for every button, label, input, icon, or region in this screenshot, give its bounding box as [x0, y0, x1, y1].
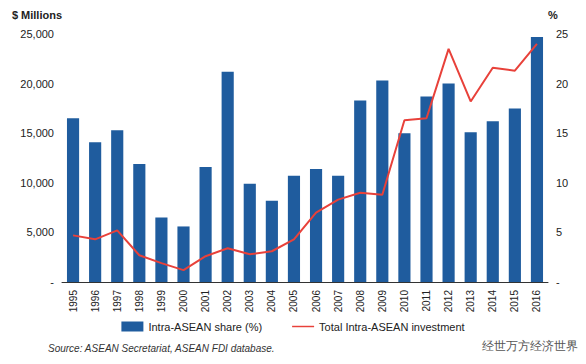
svg-text:2004: 2004	[266, 290, 277, 313]
svg-text:5,000: 5,000	[26, 226, 54, 238]
svg-text:25: 25	[556, 28, 568, 40]
svg-text:1998: 1998	[134, 290, 145, 313]
svg-text:10: 10	[556, 177, 568, 189]
svg-text:25,000: 25,000	[20, 28, 54, 40]
svg-text:2013: 2013	[465, 290, 476, 313]
svg-text:1996: 1996	[90, 290, 101, 313]
svg-text:2003: 2003	[244, 290, 255, 313]
svg-text:20,000: 20,000	[20, 78, 54, 90]
svg-text:2006: 2006	[311, 290, 322, 313]
svg-text:%: %	[548, 9, 558, 21]
svg-text:1997: 1997	[112, 290, 123, 313]
svg-text:2008: 2008	[355, 290, 366, 313]
svg-text:2001: 2001	[200, 290, 211, 313]
svg-text:10,000: 10,000	[20, 177, 54, 189]
svg-text:2007: 2007	[333, 290, 344, 313]
svg-text:经世万方经济世界: 经世万方经济世界	[482, 339, 578, 353]
svg-text:20: 20	[556, 78, 568, 90]
svg-text:2011: 2011	[421, 290, 432, 312]
svg-text:5: 5	[556, 226, 562, 238]
svg-text:2012: 2012	[443, 290, 454, 313]
svg-text:$ Millions: $ Millions	[12, 9, 62, 21]
svg-text:2009: 2009	[377, 290, 388, 313]
svg-text:-: -	[556, 276, 560, 288]
svg-text:Intra-ASEAN share (%): Intra-ASEAN share (%)	[148, 321, 262, 333]
svg-text:2002: 2002	[222, 290, 233, 313]
svg-text:1995: 1995	[68, 290, 79, 313]
svg-text:2000: 2000	[178, 290, 189, 313]
svg-text:1999: 1999	[156, 290, 167, 313]
svg-text:Source: ASEAN Secretariat, ASE: Source: ASEAN Secretariat, ASEAN FDI dat…	[48, 343, 275, 354]
svg-text:-: -	[50, 276, 54, 288]
svg-text:2016: 2016	[531, 290, 542, 313]
svg-text:2010: 2010	[399, 290, 410, 313]
svg-text:Total Intra-ASEAN investment: Total Intra-ASEAN investment	[319, 321, 465, 333]
svg-text:2014: 2014	[487, 290, 498, 313]
svg-text:15: 15	[556, 127, 568, 139]
svg-text:2015: 2015	[509, 290, 520, 313]
svg-text:15,000: 15,000	[20, 127, 54, 139]
svg-text:2005: 2005	[288, 290, 299, 313]
